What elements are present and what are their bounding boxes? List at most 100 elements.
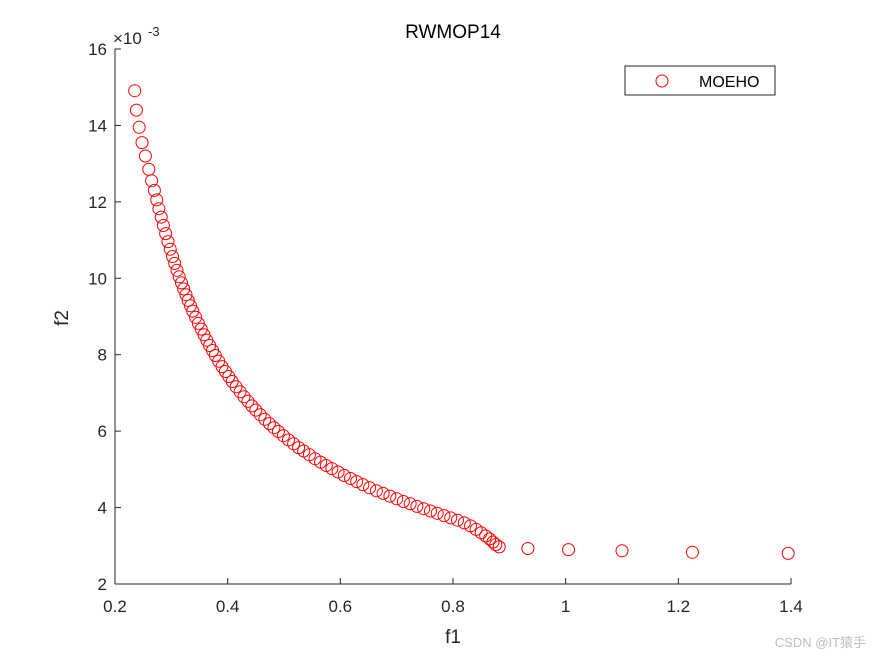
x-tick-label: 1	[561, 597, 570, 616]
data-point	[410, 499, 424, 513]
data-point	[344, 472, 357, 485]
legend-marker	[655, 74, 669, 88]
data-point	[194, 322, 208, 336]
data-point	[685, 545, 699, 559]
x-tick-label: 1.2	[667, 597, 691, 616]
y-multiplier-base: ×10	[113, 29, 142, 48]
data-point	[403, 497, 417, 511]
data-point	[249, 403, 263, 417]
data-point	[457, 516, 471, 530]
data-point	[253, 408, 267, 422]
data-point	[154, 210, 168, 224]
data-point	[175, 276, 188, 290]
watermark: CSDN @IT猿手	[775, 635, 866, 650]
data-point	[376, 486, 390, 500]
data-point	[172, 270, 186, 284]
y-multiplier-label: ×10 -3	[113, 24, 160, 48]
data-point	[325, 462, 339, 476]
data-point	[262, 417, 276, 430]
data-point	[179, 288, 193, 302]
data-point	[181, 293, 195, 307]
chart-title: RWMOP14	[405, 22, 501, 43]
x-tick-label: 0.8	[441, 597, 465, 616]
data-point	[147, 183, 161, 197]
data-point	[189, 310, 203, 324]
data-point	[424, 504, 437, 518]
data-point	[369, 484, 383, 498]
data-point	[129, 103, 143, 117]
data-point	[489, 538, 503, 552]
y-tick-label: 14	[88, 116, 107, 135]
data-point	[356, 478, 370, 492]
data-point	[184, 299, 197, 313]
y-tick-label: 16	[88, 40, 107, 59]
legend-box	[624, 65, 776, 96]
data-point	[444, 511, 458, 525]
data-point	[276, 429, 290, 443]
data-point	[390, 492, 404, 506]
data-point	[152, 202, 166, 216]
data-point	[474, 526, 488, 540]
data-point	[282, 433, 295, 447]
y-multiplier-exponent: -3	[148, 24, 160, 39]
x-axis-label: f1	[445, 627, 461, 648]
x-tick-label: 0.2	[103, 597, 127, 616]
data-point	[521, 542, 535, 555]
data-point	[451, 513, 464, 527]
data-point	[241, 394, 255, 408]
data-point	[615, 544, 629, 558]
data-point	[159, 227, 173, 241]
data-points	[128, 84, 795, 560]
data-point	[781, 546, 795, 560]
data-point	[331, 465, 345, 479]
data-point	[287, 437, 301, 451]
data-point	[383, 489, 397, 503]
data-point	[233, 385, 247, 399]
x-tick-label: 0.4	[216, 597, 240, 616]
y-tick-label: 10	[88, 269, 107, 288]
y-tick-label: 4	[98, 499, 107, 518]
data-point	[271, 425, 285, 438]
y-tick-label: 2	[98, 575, 107, 594]
data-point	[138, 149, 152, 163]
data-point	[396, 495, 410, 508]
data-point	[161, 235, 175, 249]
x-ticks: 0.2 0.4 0.6 0.8 1 1.2 1.4	[103, 578, 803, 616]
y-axis-label: f2	[52, 310, 73, 326]
data-point	[150, 193, 164, 207]
data-point	[166, 250, 179, 263]
legend-label: MOEHO	[699, 74, 759, 91]
data-point	[128, 84, 142, 98]
data-point	[258, 412, 272, 426]
data-point	[267, 421, 281, 435]
data-point	[337, 469, 351, 482]
data-point	[170, 263, 184, 277]
y-tick-label: 8	[98, 346, 107, 365]
data-point	[177, 282, 191, 296]
legend: MOEHO	[624, 65, 776, 96]
data-point	[135, 136, 149, 150]
data-point	[562, 543, 575, 557]
data-point	[245, 399, 259, 413]
data-point	[363, 481, 377, 495]
data-point	[132, 120, 146, 134]
data-point	[229, 380, 243, 394]
x-tick-label: 1.4	[779, 597, 803, 616]
data-point	[237, 390, 251, 404]
y-tick-label: 6	[98, 422, 107, 441]
data-point	[163, 242, 177, 256]
data-point	[168, 256, 182, 270]
x-tick-label: 0.6	[329, 597, 353, 616]
y-ticks: 2 4 6 8 10 12 14 16	[88, 40, 121, 594]
data-point	[350, 475, 364, 489]
data-point	[191, 316, 205, 330]
data-point	[186, 304, 200, 318]
data-point	[417, 502, 431, 516]
data-point	[145, 174, 159, 188]
y-tick-label: 12	[88, 193, 107, 212]
data-point	[437, 509, 451, 523]
data-point	[430, 506, 444, 520]
data-point	[156, 219, 170, 232]
